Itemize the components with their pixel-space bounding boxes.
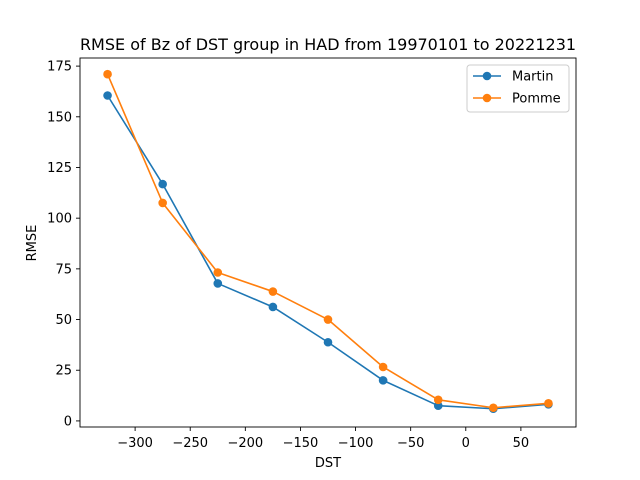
y-tick-label-0: 0 bbox=[64, 414, 72, 429]
axes-frame bbox=[79, 57, 577, 428]
y-tick-label-6: 150 bbox=[47, 110, 72, 125]
series-line-0 bbox=[106, 95, 549, 410]
y-tick-label-3: 75 bbox=[55, 262, 72, 277]
y-tick-label-4: 100 bbox=[47, 212, 72, 227]
legend-label-0: Martin bbox=[512, 70, 553, 85]
data-point-1-4 bbox=[323, 315, 333, 324]
data-point-1-2 bbox=[213, 268, 223, 277]
chart-title: RMSE of Bz of DST group in HAD from 1997… bbox=[80, 35, 576, 54]
data-point-0-2 bbox=[213, 279, 223, 288]
series-0 bbox=[103, 91, 553, 414]
legend-marker-0 bbox=[482, 71, 492, 81]
data-point-1-3 bbox=[268, 287, 278, 296]
x-tick-label-0: −300 bbox=[117, 436, 153, 451]
x-tick-label-6: 0 bbox=[462, 436, 470, 451]
data-point-1-5 bbox=[378, 362, 388, 372]
axis-ticks: −300 −250 −200 −150 −100 −50 0 50 0 25 50 75 100 125 1… bbox=[47, 60, 529, 451]
legend-marker-1 bbox=[482, 93, 492, 103]
x-tick-label-7: 50 bbox=[513, 436, 530, 451]
y-tick-label-7: 175 bbox=[47, 60, 72, 75]
series-line-1 bbox=[106, 73, 549, 409]
series-1 bbox=[103, 69, 553, 413]
data-point-1-6 bbox=[433, 395, 443, 405]
y-tick-label-5: 125 bbox=[47, 161, 72, 176]
y-tick-label-2: 50 bbox=[55, 313, 72, 328]
data-point-1-7 bbox=[489, 403, 498, 413]
data-point-1-8 bbox=[544, 398, 553, 408]
x-tick-label-4: −100 bbox=[338, 436, 374, 451]
data-point-0-5 bbox=[378, 376, 388, 385]
x-tick-label-1: −250 bbox=[172, 436, 208, 451]
x-axis-label: DST bbox=[315, 456, 341, 471]
y-tick-label-1: 25 bbox=[55, 364, 72, 379]
legend-label-1: Pomme bbox=[512, 92, 561, 107]
x-tick-label-3: −150 bbox=[283, 436, 319, 451]
plot-area bbox=[103, 69, 553, 414]
data-point-1-0 bbox=[103, 69, 112, 79]
data-point-0-3 bbox=[268, 302, 278, 312]
data-point-1-1 bbox=[158, 198, 167, 208]
y-axis-label: RMSE bbox=[25, 225, 40, 262]
data-point-0-6 bbox=[433, 401, 443, 411]
data-point-0-0 bbox=[103, 91, 112, 100]
data-point-0-1 bbox=[158, 179, 167, 189]
legend: Martin Pomme bbox=[466, 64, 570, 113]
x-tick-label-5: −50 bbox=[397, 436, 424, 451]
x-tick-label-2: −200 bbox=[227, 436, 263, 451]
data-point-0-4 bbox=[323, 337, 333, 347]
